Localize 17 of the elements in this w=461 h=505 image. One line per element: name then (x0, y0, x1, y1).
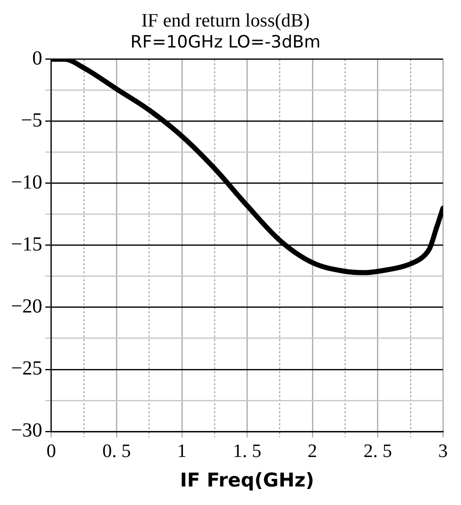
y-tick-label: −25 (11, 358, 42, 380)
x-tick-label: 2. 5 (363, 440, 392, 462)
y-tick-label: −10 (11, 172, 42, 194)
x-tick-label: 1. 5 (232, 440, 262, 462)
y-tick-label: −30 (11, 420, 42, 442)
y-tick-label: −5 (21, 109, 42, 132)
chart-subtitle: RF=10GHz LO=-3dBm (130, 32, 321, 52)
chart-title: IF end return loss(dB) (141, 10, 310, 32)
x-tick-label: 0 (46, 440, 56, 462)
y-tick-label: 0 (32, 47, 42, 70)
x-tick-label: 3 (438, 440, 448, 462)
x-tick-label: 0. 5 (102, 440, 131, 462)
x-tick-label: 2 (308, 440, 318, 462)
x-axis-title: IF Freq(GHz) (180, 470, 314, 492)
y-tick-label: −20 (11, 296, 42, 318)
x-tick-label: 1 (177, 440, 187, 462)
y-tick-label: −15 (11, 234, 42, 256)
